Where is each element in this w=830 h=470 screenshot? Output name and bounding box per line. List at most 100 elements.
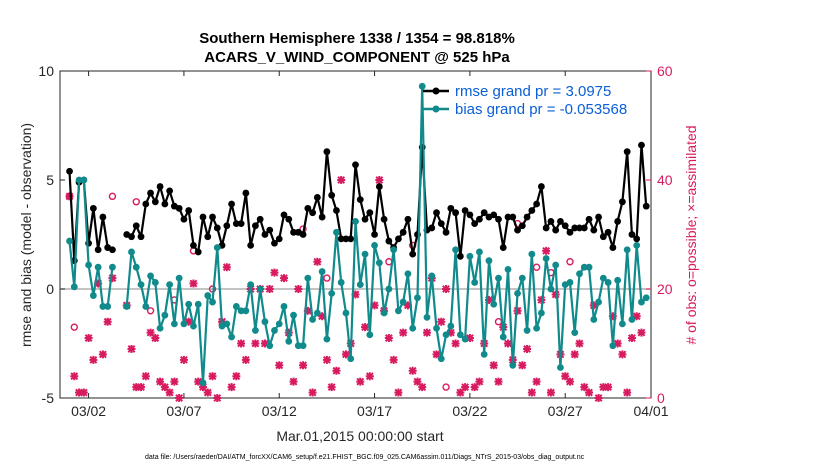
obs-assimilated-marker bbox=[542, 246, 551, 255]
bias-point bbox=[137, 281, 145, 289]
rmse-point bbox=[466, 211, 474, 219]
legend-bias-marker bbox=[432, 105, 440, 113]
rmse-point bbox=[194, 248, 202, 256]
bias-point bbox=[266, 342, 274, 350]
bias-point bbox=[604, 279, 612, 286]
bias-point bbox=[547, 285, 555, 293]
obs-assimilated-marker bbox=[156, 377, 165, 386]
bias-point bbox=[361, 250, 369, 258]
rmse-point bbox=[557, 218, 564, 225]
rmse-point bbox=[337, 235, 345, 243]
obs-assimilated-marker bbox=[513, 306, 522, 315]
bias-point bbox=[371, 242, 378, 249]
obs-assimilated-marker bbox=[341, 350, 350, 359]
bias-point bbox=[533, 324, 541, 332]
bias-point bbox=[175, 274, 183, 282]
bias-point bbox=[194, 300, 202, 308]
obs-assimilated-marker bbox=[437, 317, 446, 326]
legend: rmse grand pr = 3.0975 bias grand pr = -… bbox=[423, 83, 627, 118]
bias-point bbox=[323, 335, 331, 343]
obs-assimilated-marker bbox=[65, 192, 74, 201]
rmse-point bbox=[533, 200, 541, 208]
obs-assimilated-marker bbox=[84, 334, 93, 343]
y-axis-left-ticks: -5 0 5 10 bbox=[38, 63, 65, 406]
bias-series bbox=[66, 82, 650, 387]
rmse-point bbox=[204, 233, 212, 241]
bias-point bbox=[537, 309, 545, 317]
obs-assimilated-marker bbox=[89, 355, 98, 364]
rmse-point bbox=[442, 228, 450, 236]
bias-point bbox=[571, 329, 579, 336]
obs-assimilated-marker bbox=[241, 355, 250, 364]
bias-point bbox=[199, 379, 207, 387]
bias-point bbox=[213, 244, 221, 251]
y-right-tick-label: 40 bbox=[657, 172, 673, 188]
bias-point bbox=[542, 255, 550, 262]
obs-assimilated-marker bbox=[370, 301, 379, 310]
obs-assimilated-marker bbox=[275, 361, 284, 370]
rmse-point bbox=[499, 244, 507, 251]
rmse-point bbox=[109, 246, 116, 254]
rmse-point bbox=[576, 224, 583, 232]
rmse-point bbox=[266, 226, 274, 234]
bias-point bbox=[590, 316, 598, 323]
rmse-point bbox=[633, 235, 641, 243]
bias-point bbox=[504, 265, 512, 273]
bias-point bbox=[476, 248, 483, 256]
rmse-point bbox=[333, 207, 340, 214]
rmse-point bbox=[614, 218, 622, 225]
footer-datafile: data file: /Users/raeder/DAI/ATM_forcXX/… bbox=[145, 454, 585, 461]
bias-point bbox=[380, 309, 388, 317]
y-left-tick-label: 5 bbox=[46, 172, 54, 188]
bias-point bbox=[599, 274, 607, 282]
obs-assimilated-marker bbox=[465, 334, 474, 343]
y-right-tick-label: 0 bbox=[657, 390, 665, 406]
obs-assimilated-marker bbox=[618, 350, 627, 359]
bias-point bbox=[304, 274, 312, 282]
rmse-point bbox=[342, 235, 350, 243]
bias-point bbox=[70, 283, 78, 291]
bias-point bbox=[423, 313, 431, 321]
rmse-point bbox=[380, 215, 388, 223]
obs-possible-marker bbox=[108, 192, 117, 201]
x-tick-label: 04/01 bbox=[633, 403, 668, 419]
bias-point bbox=[347, 355, 355, 363]
obs-assimilated-marker bbox=[494, 377, 503, 386]
rmse-point bbox=[280, 211, 288, 219]
rmse-point bbox=[394, 235, 402, 243]
rmse-point bbox=[371, 231, 378, 238]
obs-assimilated-marker bbox=[289, 377, 298, 386]
bias-point bbox=[638, 298, 645, 306]
rmse-point bbox=[304, 204, 312, 212]
rmse-point bbox=[352, 161, 359, 169]
obs-assimilated-marker bbox=[537, 295, 546, 304]
rmse-point bbox=[528, 207, 536, 214]
obs-assimilated-marker bbox=[451, 339, 460, 348]
bias-point bbox=[404, 270, 412, 278]
obs-assimilated-marker bbox=[561, 372, 570, 381]
bias-point bbox=[256, 285, 264, 293]
rmse-point bbox=[585, 215, 593, 223]
rmse-point bbox=[590, 226, 598, 234]
bias-point bbox=[552, 261, 560, 269]
bias-point bbox=[585, 263, 593, 271]
bias-point bbox=[275, 320, 283, 328]
bias-point bbox=[142, 303, 150, 310]
bias-point bbox=[333, 228, 340, 236]
obs-assimilated-marker bbox=[237, 339, 246, 348]
rmse-point bbox=[132, 222, 140, 230]
obs-assimilated-marker bbox=[146, 328, 155, 337]
obs-assimilated-marker bbox=[351, 290, 360, 299]
rmse-point bbox=[328, 191, 336, 199]
chart-title-line1: Southern Hemisphere 1338 / 1354 = 98.818… bbox=[199, 30, 515, 47]
bias-point bbox=[442, 331, 450, 339]
obs-assimilated-marker bbox=[413, 377, 422, 386]
bias-point bbox=[623, 246, 631, 254]
rmse-point bbox=[309, 209, 317, 217]
bias-point bbox=[242, 307, 250, 315]
obs-assimilated-marker bbox=[637, 328, 646, 337]
bias-point bbox=[471, 279, 479, 286]
obs-assimilated-marker bbox=[203, 388, 212, 397]
rmse-point bbox=[642, 202, 650, 210]
rmse-point bbox=[518, 222, 526, 230]
